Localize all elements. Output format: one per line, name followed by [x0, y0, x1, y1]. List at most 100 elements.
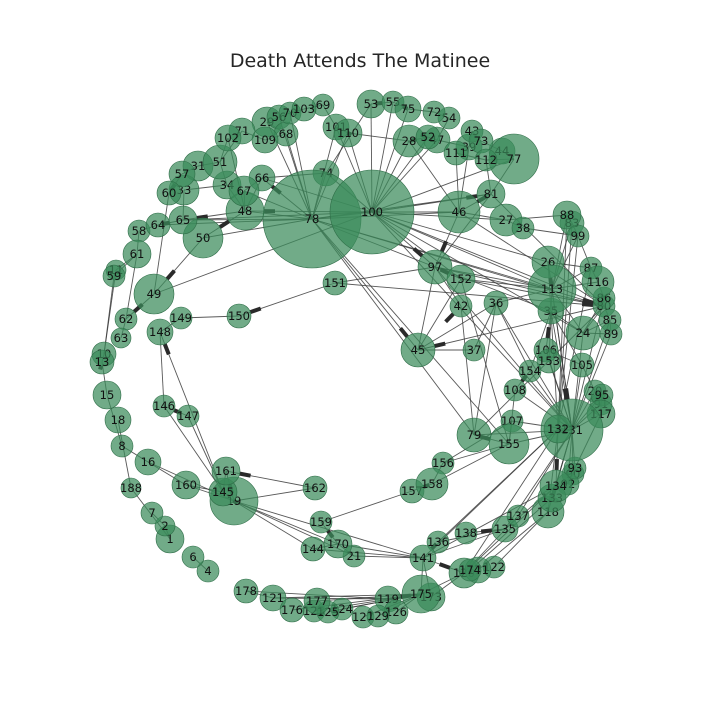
- node-89: 89: [599, 322, 623, 346]
- node-13: 13: [89, 349, 115, 375]
- node-circle: [483, 290, 509, 316]
- node-label: 158: [421, 477, 443, 491]
- node-6: 6: [181, 545, 205, 569]
- node-circle: [233, 578, 259, 604]
- node-label: 188: [120, 481, 142, 495]
- node-circle: [152, 394, 176, 418]
- node-label: 151: [324, 276, 346, 290]
- node-circle: [454, 521, 478, 545]
- node-label: 2: [161, 519, 168, 533]
- node-67: 67: [228, 175, 260, 207]
- node-147: 147: [176, 404, 200, 428]
- node-circle: [476, 179, 506, 209]
- node-circle: [322, 270, 348, 296]
- node-label: 111: [445, 146, 467, 160]
- node-label: 132: [547, 422, 569, 436]
- node-label: 68: [279, 127, 294, 141]
- node-112: 112: [474, 148, 498, 172]
- node-51: 51: [202, 144, 238, 180]
- node-label: 51: [213, 155, 228, 169]
- node-label: 149: [170, 311, 192, 325]
- node-145: 145: [208, 477, 238, 507]
- node-label: 108: [504, 383, 526, 397]
- node-68: 68: [273, 121, 299, 147]
- node-label: 135: [494, 522, 516, 536]
- node-label: 21: [347, 549, 362, 563]
- node-8: 8: [110, 434, 134, 458]
- node-circle: [154, 515, 176, 537]
- node-155: 155: [488, 423, 530, 465]
- node-156: 156: [431, 451, 455, 475]
- node-label: 61: [130, 247, 145, 261]
- arrowhead-151-80: [581, 302, 594, 308]
- node-132: 132: [543, 414, 573, 444]
- node-7: 7: [140, 501, 164, 525]
- node-label: 48: [238, 204, 253, 218]
- node-label: 148: [149, 325, 171, 339]
- node-circle: [415, 467, 449, 501]
- node-label: 129: [367, 609, 389, 623]
- edge-132-120: [463, 428, 559, 574]
- node-label: 77: [507, 152, 522, 166]
- node-label: 89: [604, 327, 619, 341]
- node-154: 154: [518, 359, 542, 383]
- node-circle: [437, 190, 481, 234]
- node-circle: [291, 96, 317, 122]
- arrowhead-45-42: [444, 312, 455, 324]
- edge-10-59: [103, 275, 115, 355]
- node-69: 69: [311, 93, 335, 117]
- arrowhead-145-148: [162, 343, 171, 356]
- node-label: 97: [428, 260, 443, 274]
- node-circle: [176, 404, 200, 428]
- node-18: 18: [104, 406, 132, 434]
- edge-132-83: [557, 222, 573, 430]
- node-37: 37: [462, 338, 486, 362]
- node-38: 38: [511, 216, 535, 240]
- node-circle: [539, 469, 573, 503]
- arrowhead-48-65: [196, 214, 209, 220]
- node-circle: [120, 477, 142, 499]
- node-label: 4: [204, 564, 211, 578]
- node-label: 18: [111, 413, 126, 427]
- node-label: 36: [489, 296, 504, 310]
- node-175: 175: [401, 574, 441, 614]
- edge-42-79: [460, 305, 475, 436]
- node-label: 1: [166, 532, 173, 546]
- node-79: 79: [456, 417, 492, 453]
- node-label: 50: [196, 231, 211, 245]
- node-62: 62: [114, 307, 138, 331]
- node-label: 138: [455, 526, 477, 540]
- node-circle: [133, 273, 175, 315]
- node-label: 175: [410, 587, 432, 601]
- node-label: 177: [306, 594, 328, 608]
- node-label: 110: [337, 126, 359, 140]
- node-circle: [279, 597, 305, 623]
- node-circle: [168, 205, 198, 235]
- node-circle: [415, 124, 441, 150]
- node-126: 126: [383, 599, 409, 625]
- node-81: 81: [476, 179, 506, 209]
- node-label: 69: [316, 98, 331, 112]
- chart-title: Death Attends The Matinee: [230, 50, 490, 72]
- node-label: 81: [484, 187, 499, 201]
- node-circle: [409, 544, 437, 572]
- node-45: 45: [400, 332, 436, 368]
- node-label: 112: [475, 153, 497, 167]
- node-88: 88: [552, 200, 582, 230]
- node-label: 116: [587, 275, 609, 289]
- node-circle: [503, 378, 527, 402]
- node-label: 42: [454, 299, 469, 313]
- node-circle: [309, 510, 333, 534]
- node-circle: [417, 249, 453, 285]
- node-circle: [458, 558, 482, 582]
- node-146: 146: [152, 394, 176, 418]
- node-label: 67: [237, 184, 252, 198]
- node-64: 64: [145, 212, 171, 238]
- node-108: 108: [503, 378, 527, 402]
- node-42: 42: [449, 294, 473, 318]
- node-label: 121: [262, 591, 284, 605]
- node-61: 61: [122, 239, 152, 269]
- node-circle: [394, 95, 422, 123]
